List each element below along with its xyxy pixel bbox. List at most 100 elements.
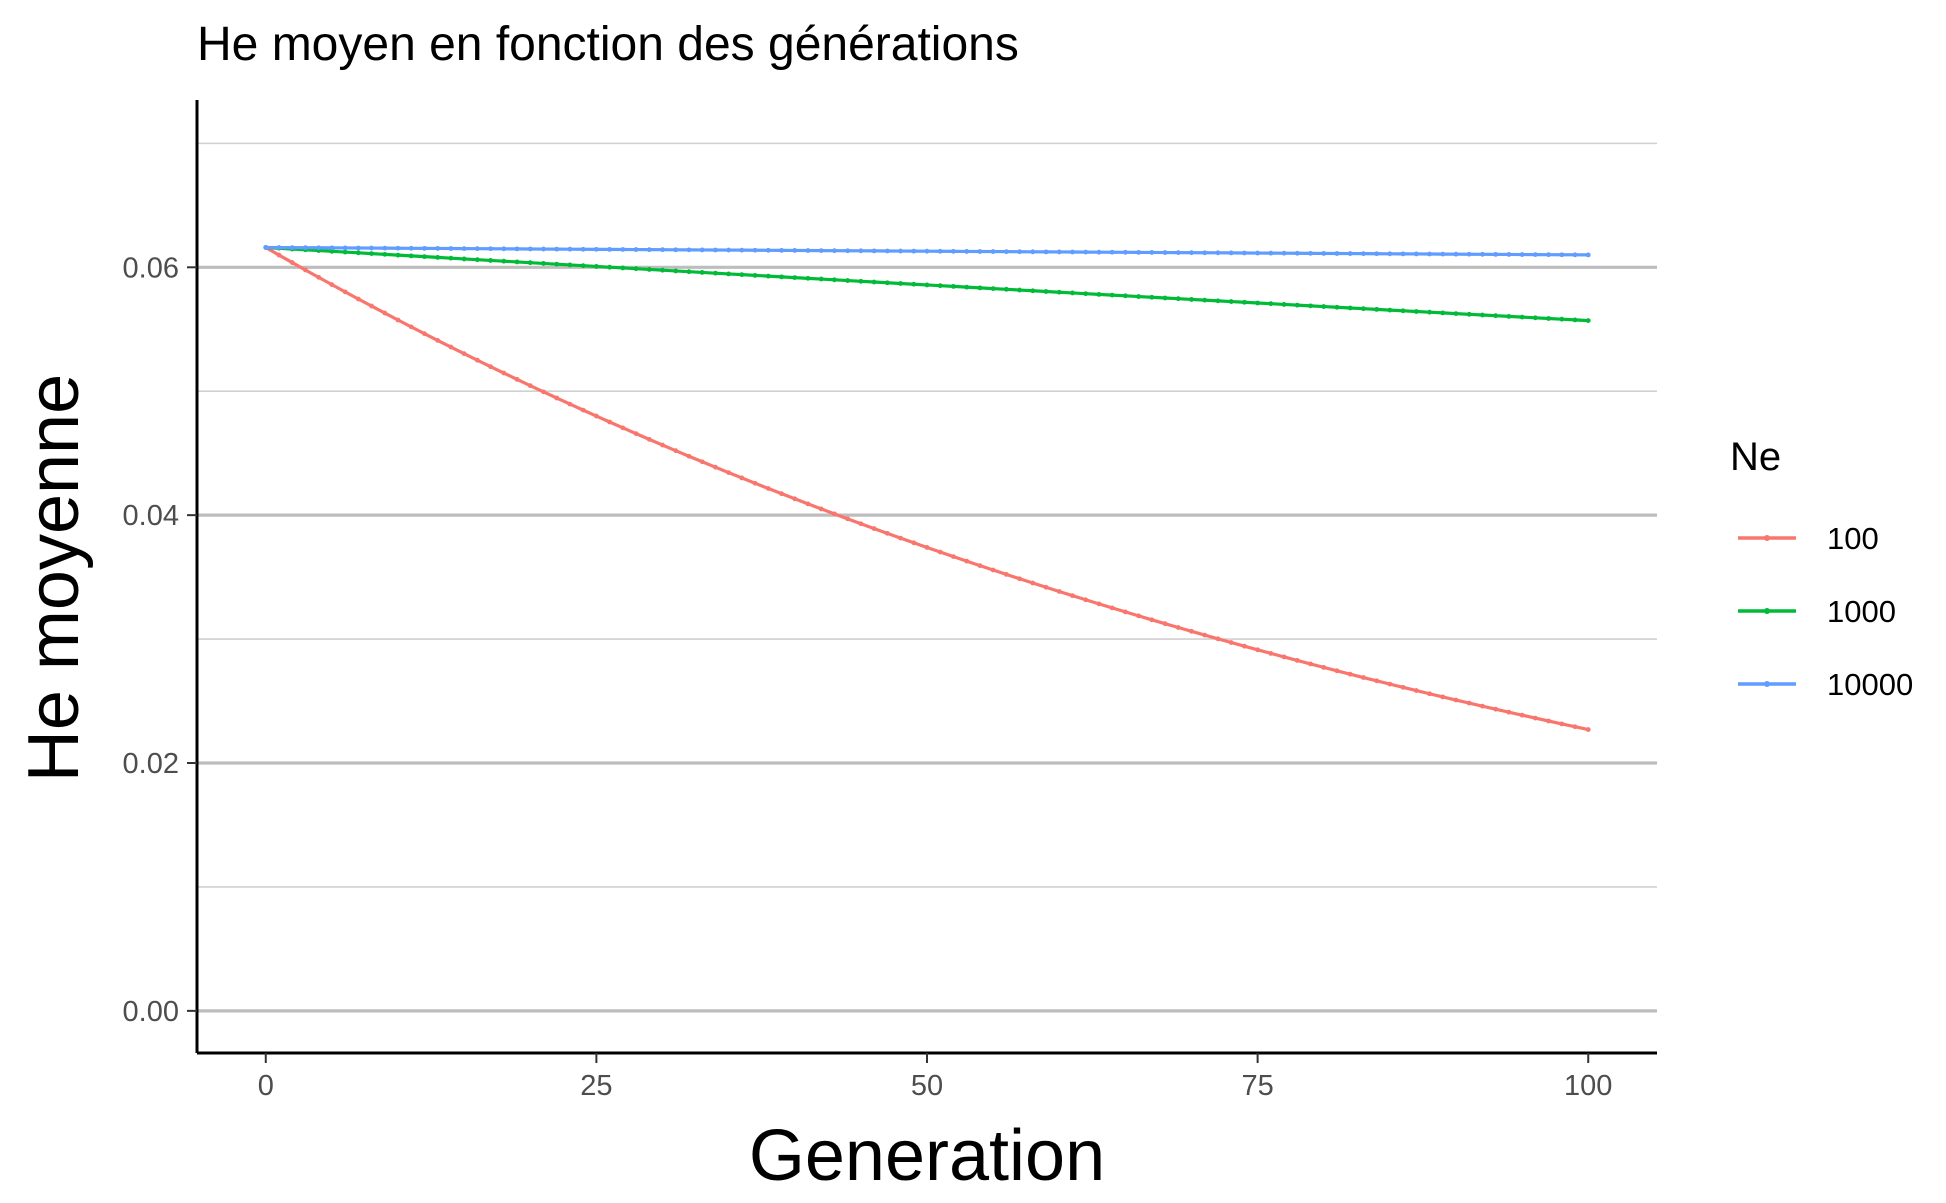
data-point bbox=[1559, 252, 1565, 258]
data-point bbox=[514, 259, 520, 265]
data-point bbox=[1413, 251, 1419, 257]
data-point bbox=[1136, 613, 1141, 619]
data-point bbox=[1440, 694, 1446, 700]
data-point bbox=[355, 245, 361, 251]
data-point bbox=[369, 245, 374, 251]
data-point bbox=[884, 280, 890, 286]
data-point bbox=[1387, 251, 1393, 257]
data-point bbox=[1334, 304, 1340, 310]
legend-label: 100 bbox=[1827, 521, 1879, 556]
data-point bbox=[620, 247, 626, 252]
data-point bbox=[1122, 249, 1128, 255]
data-point bbox=[964, 249, 970, 254]
data-point bbox=[1427, 309, 1432, 315]
data-point bbox=[1202, 250, 1208, 256]
x-tick-label: 25 bbox=[580, 1070, 612, 1102]
data-point bbox=[990, 249, 996, 254]
data-point bbox=[1175, 296, 1181, 302]
data-point bbox=[303, 267, 308, 273]
data-point bbox=[1413, 309, 1419, 314]
data-point bbox=[1202, 632, 1208, 638]
data-point bbox=[951, 554, 956, 560]
data-point bbox=[1030, 580, 1036, 586]
data-point bbox=[845, 516, 851, 522]
data-point bbox=[316, 245, 322, 251]
data-point bbox=[911, 540, 917, 546]
data-point bbox=[1585, 318, 1591, 323]
data-point bbox=[1228, 250, 1234, 256]
data-point bbox=[474, 257, 480, 263]
data-point bbox=[541, 261, 546, 266]
data-point bbox=[1559, 721, 1565, 727]
data-point bbox=[713, 247, 718, 253]
data-point bbox=[369, 251, 374, 256]
data-point bbox=[646, 436, 652, 442]
data-point bbox=[898, 248, 903, 254]
legend-title: Ne bbox=[1730, 435, 1781, 479]
data-point bbox=[1202, 297, 1208, 303]
data-point bbox=[858, 278, 864, 284]
data-point bbox=[1030, 288, 1036, 294]
data-point bbox=[1374, 251, 1380, 257]
data-point bbox=[1308, 250, 1313, 256]
data-point bbox=[488, 364, 493, 370]
data-point bbox=[884, 530, 890, 536]
data-point bbox=[422, 245, 427, 251]
data-point bbox=[1294, 302, 1300, 308]
data-point bbox=[673, 268, 679, 274]
data-point bbox=[884, 248, 890, 254]
data-point bbox=[1109, 292, 1115, 298]
data-point bbox=[752, 272, 758, 278]
data-point bbox=[1030, 249, 1036, 255]
data-point bbox=[1427, 691, 1432, 697]
data-point bbox=[845, 248, 851, 254]
data-point bbox=[832, 248, 837, 254]
data-point bbox=[1294, 658, 1300, 663]
data-point bbox=[501, 246, 507, 252]
data-point bbox=[1241, 643, 1247, 649]
data-point bbox=[964, 558, 970, 564]
data-point bbox=[1321, 664, 1327, 670]
data-point bbox=[1347, 251, 1353, 256]
data-point bbox=[713, 464, 718, 470]
legend-key-point bbox=[1764, 681, 1770, 687]
data-point bbox=[1255, 250, 1261, 256]
data-point bbox=[1493, 313, 1499, 319]
data-point bbox=[1361, 251, 1366, 257]
data-point bbox=[1400, 251, 1406, 257]
data-point bbox=[1506, 709, 1512, 715]
data-point bbox=[951, 284, 956, 289]
data-point bbox=[1189, 297, 1194, 302]
data-point bbox=[382, 245, 388, 251]
data-point bbox=[951, 248, 956, 254]
data-point bbox=[527, 383, 533, 389]
data-point bbox=[1585, 727, 1591, 732]
data-point bbox=[461, 256, 467, 262]
data-point bbox=[1083, 597, 1089, 603]
data-point bbox=[1466, 251, 1472, 257]
data-point bbox=[448, 246, 454, 251]
data-point bbox=[435, 337, 441, 343]
data-point bbox=[818, 248, 824, 254]
data-point bbox=[779, 247, 784, 253]
data-point bbox=[990, 567, 996, 573]
data-point bbox=[1308, 303, 1313, 309]
data-point bbox=[1413, 688, 1419, 693]
data-point bbox=[990, 286, 996, 291]
data-point bbox=[422, 254, 427, 260]
data-point bbox=[567, 262, 573, 268]
data-point bbox=[1096, 249, 1102, 255]
data-point bbox=[660, 267, 665, 273]
data-point bbox=[964, 284, 970, 290]
data-point bbox=[1003, 571, 1009, 577]
data-point bbox=[818, 506, 824, 512]
data-point bbox=[1189, 628, 1194, 634]
data-point bbox=[1546, 718, 1551, 724]
data-point bbox=[1175, 250, 1181, 256]
data-point bbox=[448, 344, 454, 350]
data-point bbox=[422, 331, 427, 337]
data-point bbox=[461, 351, 467, 357]
data-point bbox=[355, 250, 361, 256]
data-point bbox=[699, 247, 705, 253]
data-point bbox=[726, 271, 732, 277]
